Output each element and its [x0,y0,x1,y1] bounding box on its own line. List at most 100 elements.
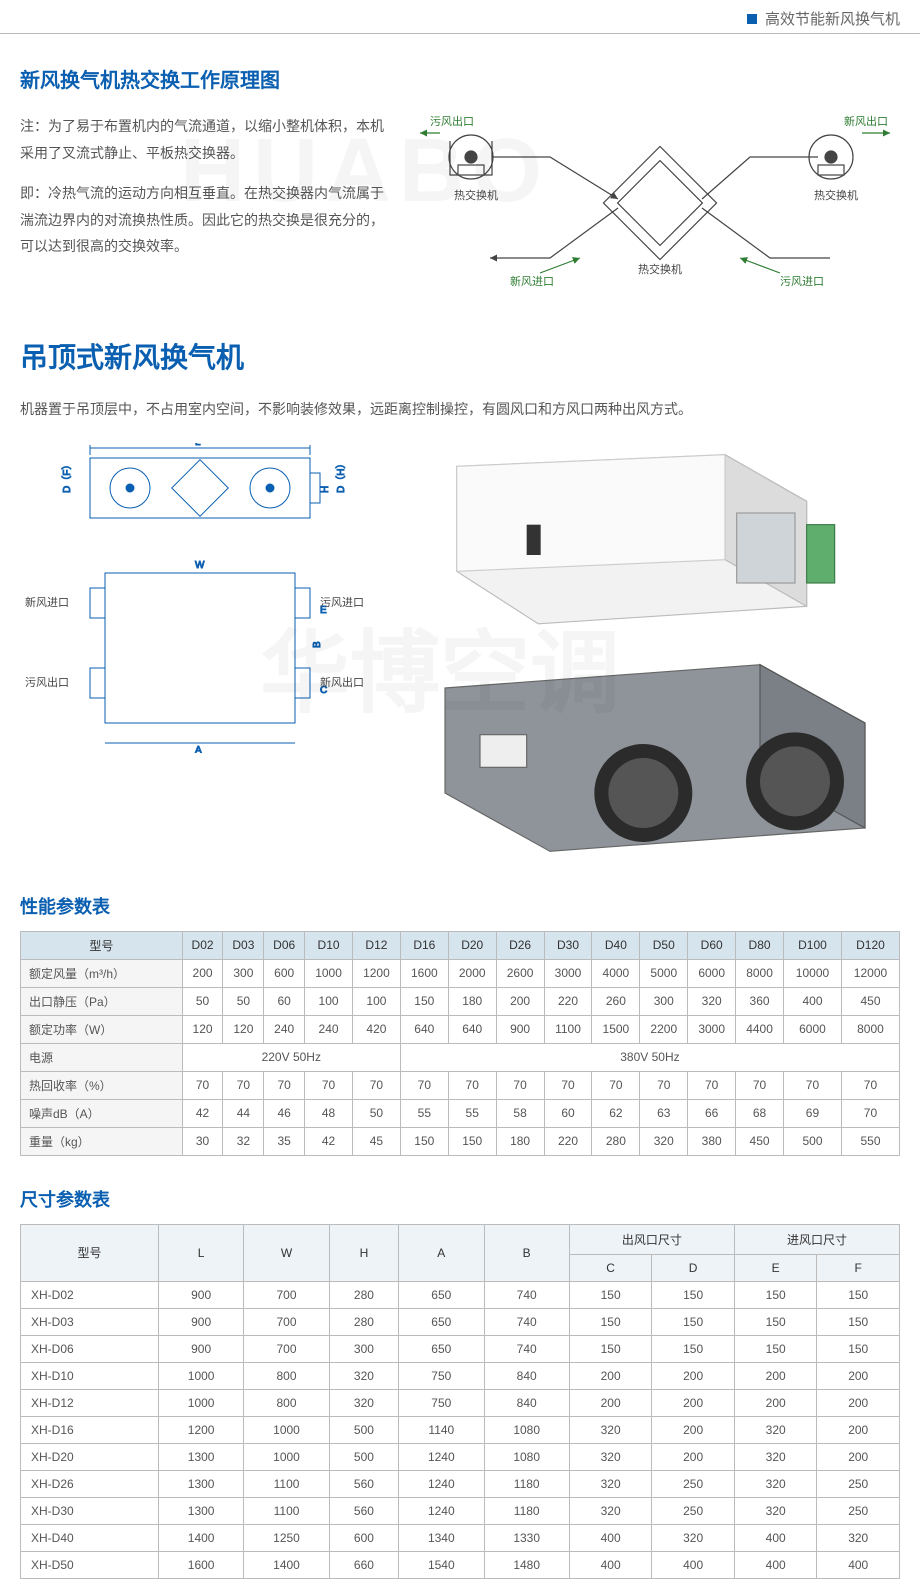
dim-cell: 200 [817,1362,900,1389]
perf-cell: 220 [544,987,592,1015]
dim-cell: 320 [569,1416,652,1443]
tech-label-wfjk: 污风进口 [320,596,364,609]
dim-cell: 1400 [244,1551,329,1578]
dim-cell: 600 [329,1524,398,1551]
dim-cell: 650 [399,1335,484,1362]
dim-cell: 200 [652,1416,735,1443]
perf-col: D30 [544,931,592,959]
dim-cell: 1000 [244,1416,329,1443]
perf-cell: 70 [448,1071,496,1099]
perf-cell: 70 [182,1071,223,1099]
perf-cell: 5000 [640,959,688,987]
dim-cell: 1330 [484,1524,569,1551]
dim-cell: 1250 [244,1524,329,1551]
perf-cell: 1600 [400,959,448,987]
perf-cell: 380 [688,1127,736,1155]
perf-cell: 420 [352,1015,400,1043]
dim-cell: 740 [484,1308,569,1335]
perf-cell: 120 [182,1015,223,1043]
dim-cell: 650 [399,1281,484,1308]
perf-cell: 8000 [841,1015,899,1043]
dim-cell: 200 [652,1443,735,1470]
dim-cell: 150 [652,1281,735,1308]
dim-cell: 500 [329,1443,398,1470]
dim-cell: 1240 [399,1497,484,1524]
dim-cell: 800 [244,1362,329,1389]
perf-cell: 6000 [784,1015,842,1043]
perf-cell: 69 [784,1099,842,1127]
perf-cell: 70 [841,1071,899,1099]
svg-text:W: W [195,560,205,571]
dim-cell: 1080 [484,1416,569,1443]
dim-cell: 150 [817,1335,900,1362]
section1-para1: 注：为了易于布置机内的气流通道，以缩小整机体积，本机采用了叉流式静止、平板热交换… [20,113,390,166]
perf-cell: 70 [264,1071,305,1099]
dim-cell: 320 [817,1524,900,1551]
perf-cell: 240 [264,1015,305,1043]
dim-cell: 200 [817,1389,900,1416]
dim-cell: XH-D02 [21,1281,159,1308]
perf-cell: 640 [448,1015,496,1043]
perf-row-label: 电源 [21,1043,183,1071]
perf-col: D03 [223,931,264,959]
perf-cell: 200 [182,959,223,987]
label-xfjk: 新风进口 [510,274,554,288]
perf-cell: 1000 [305,959,353,987]
perf-cell: 320 [688,987,736,1015]
dim-cell: XH-D12 [21,1389,159,1416]
perf-cell: 50 [223,987,264,1015]
svg-text:B: B [312,641,323,648]
dim-cell: 150 [734,1335,817,1362]
dim-cell: 400 [734,1551,817,1578]
dim-cell: 320 [652,1524,735,1551]
svg-text:A: A [195,745,202,753]
perf-col: D50 [640,931,688,959]
dim-cell: 200 [734,1389,817,1416]
topbar: 高效节能新风换气机 [0,0,920,34]
svg-text:D（F）: D（F） [61,459,73,492]
dim-cell: 320 [734,1416,817,1443]
dim-cell: 320 [734,1470,817,1497]
perf-cell: 70 [784,1071,842,1099]
dim-cell: 400 [569,1524,652,1551]
label-rjhj-r: 热交换机 [814,188,858,202]
dim-cell: 200 [652,1362,735,1389]
perf-row-label: 噪声dB（A） [21,1099,183,1127]
perf-cell: 55 [400,1099,448,1127]
perf-cell: 150 [448,1127,496,1155]
tech-label-xfjk: 新风进口 [25,595,69,609]
perf-cell: 150 [400,987,448,1015]
dim-cell: 1180 [484,1470,569,1497]
label-rjhj-l: 热交换机 [454,188,498,202]
perf-cell: 70 [688,1071,736,1099]
dim-cell: 1400 [158,1524,243,1551]
perf-cell: 44 [223,1099,264,1127]
dim-cell: 150 [652,1335,735,1362]
perf-cell: 380V 50Hz [400,1043,899,1071]
dim-cell: 840 [484,1362,569,1389]
dim-cell: 320 [329,1389,398,1416]
perf-cell: 220 [544,1127,592,1155]
perf-cell: 300 [640,987,688,1015]
perf-cell: 70 [592,1071,640,1099]
dim-cell: 200 [817,1416,900,1443]
dim-cell: 200 [569,1389,652,1416]
label-xfck: 新风出口 [844,114,888,128]
perf-col: D20 [448,931,496,959]
perf-cell: 8000 [736,959,784,987]
dim-cell: 1600 [158,1551,243,1578]
dim-cell: 1200 [158,1416,243,1443]
section2-para: 机器置于吊顶层中，不占用室内空间，不影响装修效果，远距离控制操控，有圆风口和方风… [0,396,920,423]
perf-row-label: 出口静压（Pa） [21,987,183,1015]
perf-cell: 300 [223,959,264,987]
dim-cell: 560 [329,1497,398,1524]
technical-drawing: L D（F） H D（H） A E B C W 新风进口 污风出口 污风进口 新… [20,443,380,753]
perf-cell: 220V 50Hz [182,1043,400,1071]
perf-cell: 63 [640,1099,688,1127]
dim-cell: 250 [817,1470,900,1497]
perf-cell: 150 [400,1127,448,1155]
perf-cell: 2000 [448,959,496,987]
perf-cell: 450 [736,1127,784,1155]
perf-cell: 66 [688,1099,736,1127]
dim-cell: 1300 [158,1497,243,1524]
